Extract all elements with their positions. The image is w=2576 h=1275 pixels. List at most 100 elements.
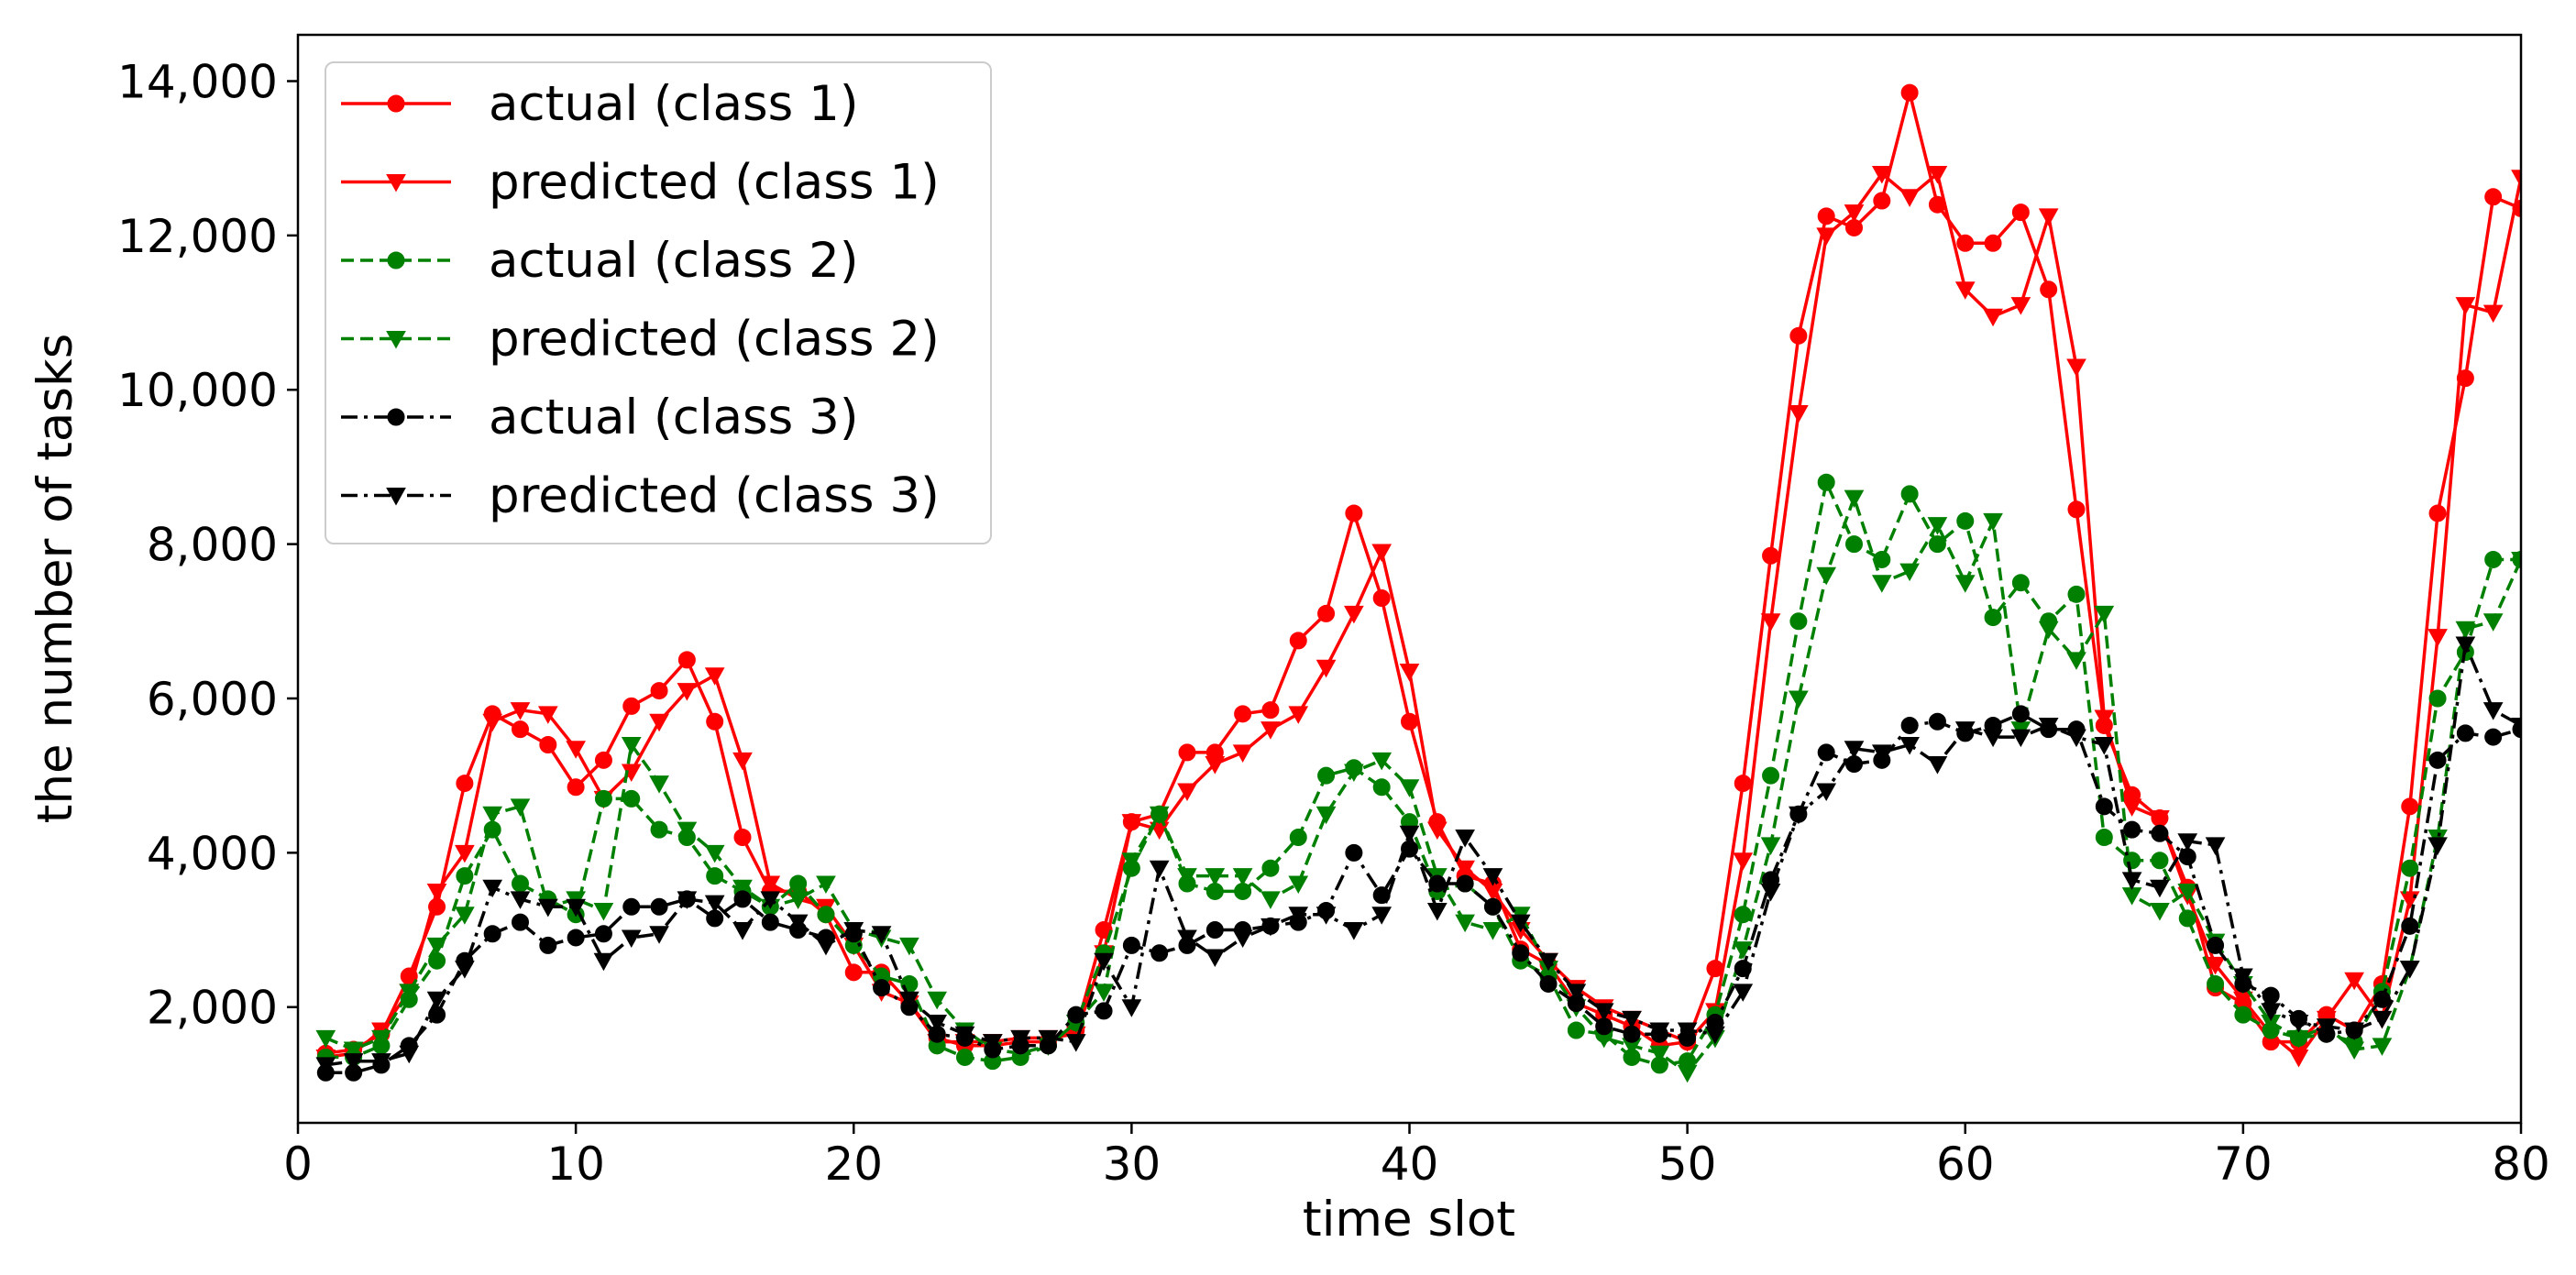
data-point [2288, 1015, 2309, 1033]
data-point [2482, 613, 2504, 632]
data-point [1121, 999, 1142, 1017]
data-point [1900, 485, 1919, 503]
data-point [1789, 326, 1808, 345]
data-point [2121, 798, 2142, 817]
data-point [1261, 859, 1280, 877]
data-point [704, 895, 725, 914]
data-point [1372, 778, 1391, 797]
data-point [1789, 690, 1809, 709]
data-point [1677, 1064, 1698, 1083]
data-point [2428, 504, 2447, 522]
data-point [1371, 544, 1393, 563]
data-point [1482, 868, 1503, 886]
data-point [1954, 281, 1976, 300]
data-point [2261, 1003, 2282, 1021]
data-point [2288, 1049, 2309, 1068]
legend-item-actual-class-3: actual (class 3) [341, 390, 859, 445]
data-point [2010, 729, 2031, 748]
data-point [2010, 297, 2031, 315]
data-point [2150, 902, 2170, 921]
data-point [1984, 234, 2002, 252]
data-point [1316, 907, 1337, 925]
data-point [622, 789, 641, 808]
data-point [315, 1057, 336, 1075]
data-point [1205, 756, 1226, 775]
data-point [1873, 192, 1891, 210]
data-point [2482, 702, 2504, 720]
data-point [1149, 860, 1170, 879]
data-point [1232, 744, 1253, 763]
legend-item-predicted-class-1: predicted (class 1) [341, 155, 940, 211]
data-point [2427, 629, 2448, 647]
data-point [455, 961, 475, 979]
data-point [2428, 751, 2447, 769]
data-point [2121, 872, 2142, 890]
data-point [622, 697, 641, 715]
data-point [1762, 546, 1780, 565]
data-point [1260, 891, 1281, 909]
data-point [2011, 705, 2030, 723]
data-point [1178, 743, 1196, 762]
x-tick-label: 10 [546, 1138, 605, 1191]
legend-label: predicted (class 1) [489, 155, 940, 211]
data-point [399, 1045, 420, 1064]
data-point [1871, 166, 1892, 184]
data-point [1205, 921, 1224, 940]
data-point [1316, 806, 1337, 825]
data-point [649, 713, 669, 732]
data-point [1928, 712, 1946, 731]
y-tick-label: 10,000 [117, 364, 278, 417]
data-point [733, 829, 752, 847]
data-point [1344, 922, 1364, 940]
data-point [2066, 358, 2086, 378]
data-point [760, 891, 781, 909]
legend-marker [386, 174, 406, 192]
data-point [1205, 868, 1226, 886]
data-point [2038, 208, 2059, 226]
data-point [2205, 956, 2226, 975]
series-layer [315, 83, 2521, 1083]
data-point [621, 736, 642, 755]
data-point [1871, 575, 1892, 593]
data-point [954, 1026, 975, 1045]
data-point [982, 1034, 1003, 1052]
data-point [2205, 837, 2226, 855]
data-point [1734, 906, 1752, 924]
data-point [455, 907, 475, 925]
x-tick-label: 20 [824, 1138, 883, 1191]
legend-item-predicted-class-2: predicted (class 2) [341, 312, 940, 368]
data-point [1817, 473, 1835, 491]
data-point [2372, 1038, 2393, 1056]
data-point [816, 875, 836, 895]
y-tick-label: 4,000 [147, 827, 278, 880]
data-point [2372, 990, 2391, 1008]
data-point [2455, 297, 2476, 315]
legend-marker [387, 94, 405, 113]
data-point [1733, 984, 1754, 1002]
data-point [2344, 1022, 2364, 1041]
data-point [510, 798, 531, 817]
data-point [649, 775, 669, 794]
data-point [1344, 764, 1364, 782]
data-point [537, 706, 558, 724]
legend-label: actual (class 1) [489, 76, 859, 132]
data-point [650, 897, 668, 916]
data-point [1984, 609, 2002, 627]
data-point [1954, 575, 1976, 593]
legend-label: predicted (class 2) [489, 312, 940, 368]
data-point [2123, 820, 2141, 839]
data-point [1455, 860, 1475, 879]
data-point [1065, 1034, 1086, 1052]
data-point [1289, 632, 1307, 650]
data-point [2066, 729, 2086, 748]
series-predicted-class-3 [315, 636, 2521, 1075]
data-point [1038, 1029, 1059, 1049]
data-point [1344, 605, 1364, 624]
data-point [1455, 830, 1475, 848]
data-point [2428, 689, 2447, 708]
data-point [1094, 952, 1114, 972]
data-point [567, 778, 585, 797]
legend-marker [387, 408, 405, 426]
data-point [1288, 875, 1309, 895]
data-point [2372, 1010, 2393, 1029]
